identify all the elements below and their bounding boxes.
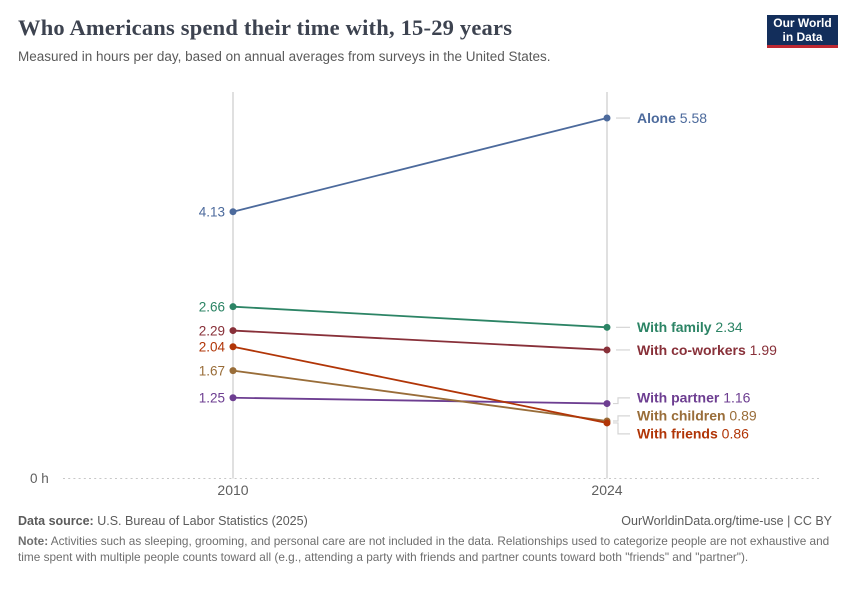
series-label-alone: Alone 5.58 bbox=[637, 110, 707, 126]
owid-logo-line1: Our World bbox=[773, 16, 832, 30]
value-label-with-partner-start: 1.25 bbox=[199, 390, 225, 405]
value-label-with-co-workers-start: 2.29 bbox=[199, 323, 225, 338]
series-line-with-friends bbox=[232, 345, 608, 424]
series-label-with-friends: With friends 0.86 bbox=[637, 426, 749, 442]
series-label-with-family: With family 2.34 bbox=[637, 319, 743, 335]
value-label-with-children-start: 1.67 bbox=[199, 363, 225, 378]
data-source-label: Data source: bbox=[18, 514, 94, 528]
note-text: Activities such as sleeping, grooming, a… bbox=[18, 534, 830, 564]
label-connector-with-partner bbox=[613, 397, 630, 405]
data-point-with-children-start bbox=[229, 367, 237, 375]
zero-axis-label: 0 h bbox=[30, 471, 49, 486]
data-point-alone-end bbox=[603, 114, 611, 122]
series-label-with-partner: With partner 1.16 bbox=[637, 390, 751, 406]
slope-chart: 0 h 2010 2024 4.13 2.66 2.29 1.25 1.67 2.04 Alone… bbox=[30, 92, 822, 498]
year-label-2010: 2010 bbox=[217, 482, 248, 498]
data-point-alone-start bbox=[229, 208, 237, 216]
chart-subtitle: Measured in hours per day, based on annu… bbox=[18, 49, 551, 64]
data-source: Data source: U.S. Bureau of Labor Statis… bbox=[18, 514, 308, 528]
chart-title: Who Americans spend their time with, 15-… bbox=[18, 15, 513, 40]
value-label-alone-start: 4.13 bbox=[199, 204, 225, 219]
series-line-with-children bbox=[232, 369, 608, 422]
data-point-with-friends-end bbox=[603, 419, 611, 427]
series-line-with-family bbox=[232, 305, 608, 329]
data-point-with-co-workers-start bbox=[229, 327, 237, 335]
data-point-with-co-workers-end bbox=[603, 346, 611, 354]
data-point-with-friends-start bbox=[229, 343, 237, 351]
series-line-with-co-workers bbox=[232, 329, 608, 351]
series-line-alone bbox=[232, 117, 608, 213]
note-label: Note: bbox=[18, 534, 49, 548]
label-connector-with-children bbox=[613, 415, 630, 422]
series-label-with-co-workers: With co-workers 1.99 bbox=[637, 342, 777, 358]
series-label-with-children: With children 0.89 bbox=[637, 408, 757, 424]
year-label-2024: 2024 bbox=[591, 482, 622, 498]
data-point-with-partner-start bbox=[229, 394, 237, 402]
source-row: Data source: U.S. Bureau of Labor Statis… bbox=[18, 514, 832, 528]
data-source-text: U.S. Bureau of Labor Statistics (2025) bbox=[93, 514, 308, 528]
attribution-link[interactable]: OurWorldinData.org/time-use | CC BY bbox=[621, 514, 832, 528]
value-label-with-family-start: 2.66 bbox=[199, 299, 225, 314]
data-point-with-partner-end bbox=[603, 400, 611, 408]
owid-logo-line2: in Data bbox=[782, 29, 823, 44]
value-label-with-friends-start: 2.04 bbox=[199, 339, 226, 354]
chart-note: Note: Activities such as sleeping, groom… bbox=[18, 534, 832, 566]
series-line-with-partner bbox=[232, 396, 608, 405]
owid-logo: Our World in Data bbox=[767, 15, 838, 48]
chart-header: Who Americans spend their time with, 15-… bbox=[0, 0, 850, 85]
data-point-with-family-start bbox=[229, 303, 237, 311]
label-connector-with-friends bbox=[613, 422, 630, 435]
data-point-with-family-end bbox=[603, 323, 611, 331]
chart-footer: Data source: U.S. Bureau of Labor Statis… bbox=[18, 514, 832, 566]
